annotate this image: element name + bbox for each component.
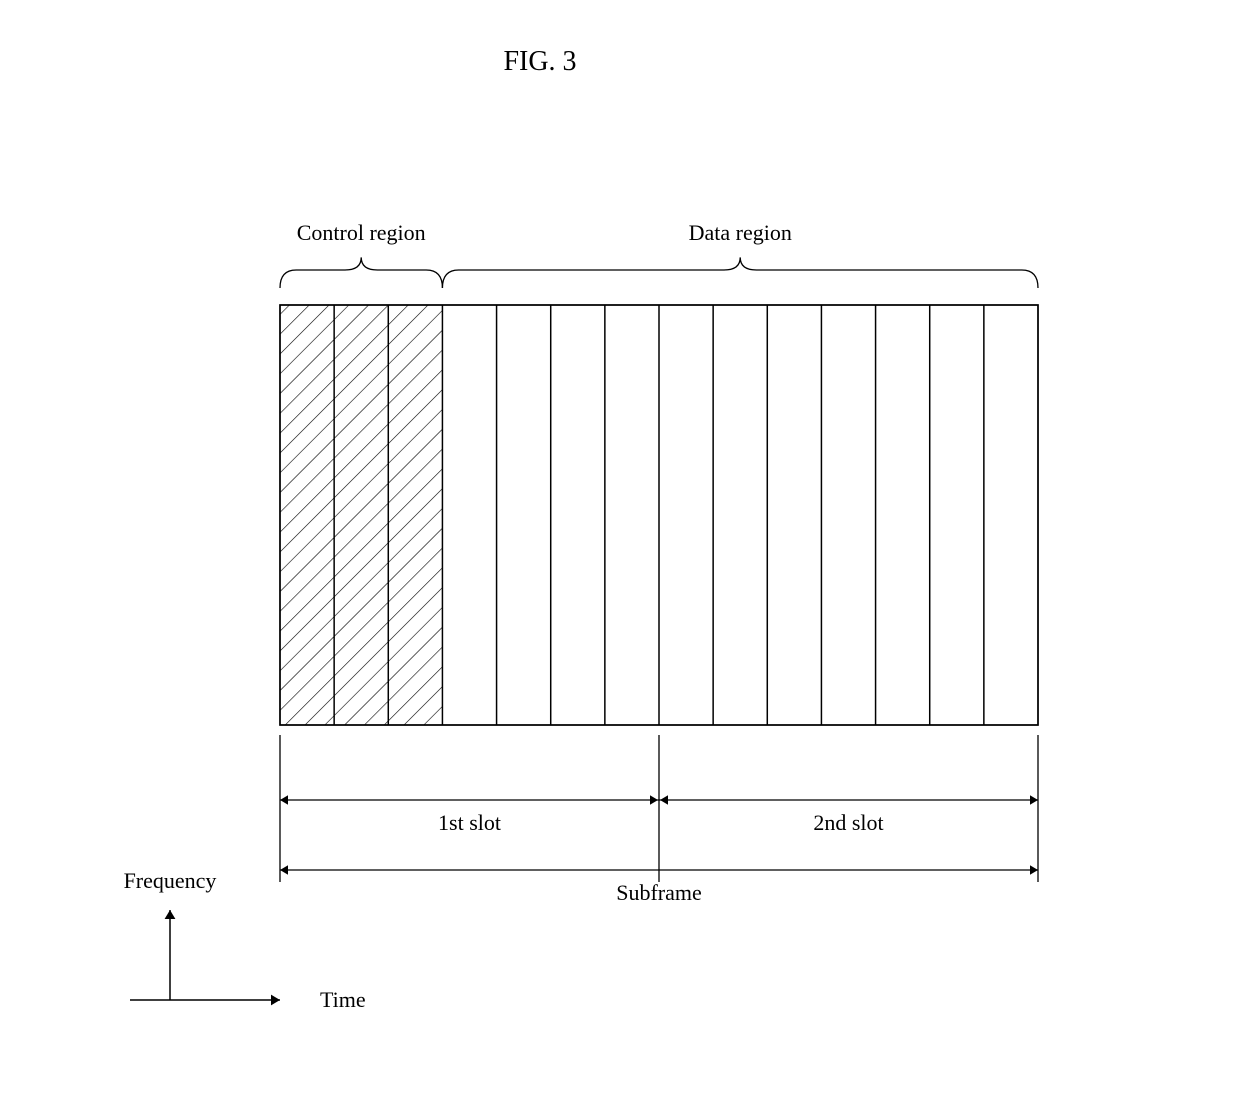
figure-title: FIG. 3 bbox=[503, 46, 576, 77]
arrow-head bbox=[271, 995, 280, 1006]
arrow-head bbox=[1030, 795, 1038, 805]
arrow-head bbox=[1030, 865, 1038, 875]
slot1-label: 1st slot bbox=[438, 810, 501, 835]
control-column bbox=[334, 305, 388, 725]
arrow-head bbox=[280, 865, 288, 875]
time-label: Time bbox=[320, 987, 366, 1012]
slot2-label: 2nd slot bbox=[813, 810, 883, 835]
arrow-head bbox=[660, 795, 668, 805]
data-region-label: Data region bbox=[689, 220, 792, 245]
control-column bbox=[388, 305, 442, 725]
arrow-head bbox=[650, 795, 658, 805]
subframe-label: Subframe bbox=[616, 880, 702, 905]
frequency-label: Frequency bbox=[124, 868, 217, 893]
arrow-head bbox=[165, 910, 176, 919]
arrow-head bbox=[280, 795, 288, 805]
control-brace bbox=[280, 257, 442, 288]
data-brace bbox=[442, 257, 1038, 288]
control-region-label: Control region bbox=[297, 220, 426, 245]
control-column bbox=[280, 305, 334, 725]
